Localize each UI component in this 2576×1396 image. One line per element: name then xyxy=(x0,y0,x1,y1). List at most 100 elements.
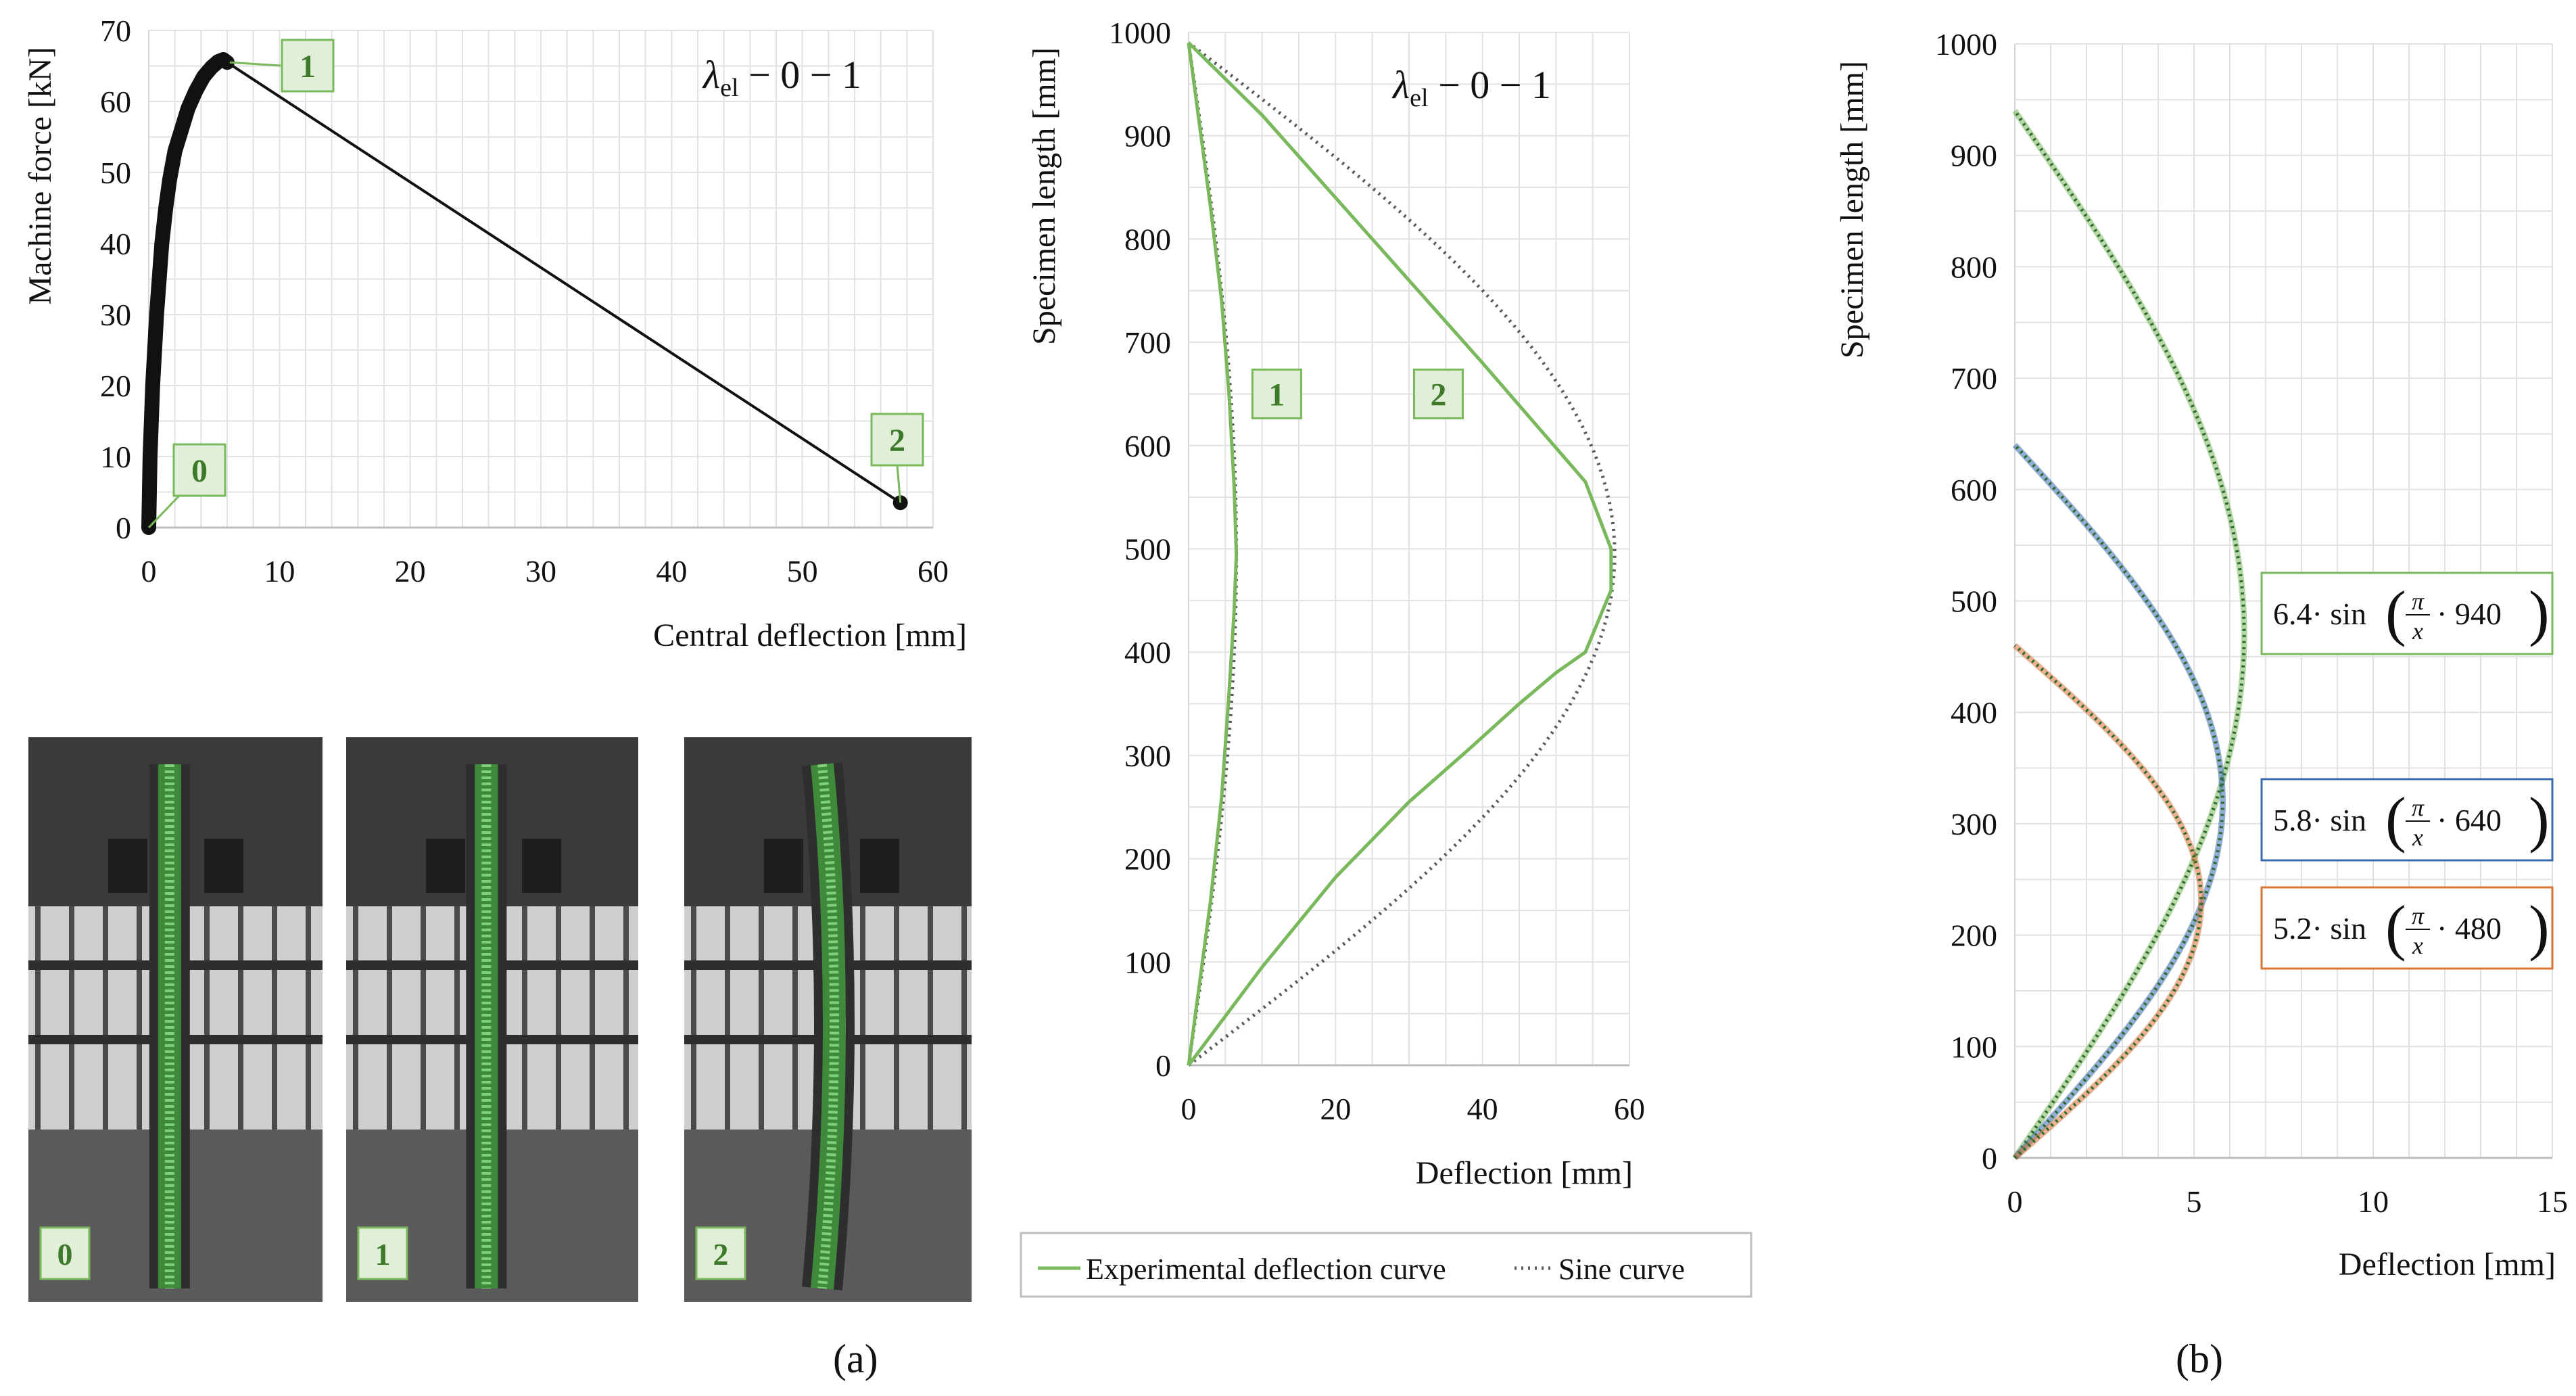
photo-window-bar xyxy=(353,906,358,1130)
formula-paren-close: ) xyxy=(2529,785,2550,854)
y-tick-label: 400 xyxy=(1124,635,1171,670)
fit-curve-2 xyxy=(2012,442,2226,1161)
y-tick-label: 500 xyxy=(1951,584,1997,619)
y-tick-label: 1000 xyxy=(1935,27,1997,62)
sine-curve-2 xyxy=(1187,41,1617,1067)
photo-window-bar xyxy=(623,906,629,1130)
experimental-curve-1 xyxy=(1187,42,1239,1066)
photo-window-bar xyxy=(792,906,798,1130)
photo-label: 2 xyxy=(713,1237,729,1272)
fit-curve-dots-2 xyxy=(2013,444,2224,1159)
photo-specimen-speckle xyxy=(817,764,839,1289)
x-tick-label: 20 xyxy=(1320,1092,1351,1126)
formula-border xyxy=(2260,778,2554,862)
callout-1-leader xyxy=(229,61,281,67)
formula-border xyxy=(2260,886,2554,970)
panel-label-a: (a) xyxy=(833,1336,878,1382)
formula-paren-open: ( xyxy=(2385,893,2406,962)
callout-label: 1 xyxy=(1268,377,1285,413)
formula-denominator: x xyxy=(2412,932,2423,959)
x-tick-label: 20 xyxy=(395,554,426,588)
formula-prefix: 5.2· sin xyxy=(2273,911,2366,946)
photo-label-box xyxy=(695,1226,746,1280)
photo-window-bar xyxy=(590,906,595,1130)
formula-numerator: π xyxy=(2412,588,2425,615)
y-tick-label: 600 xyxy=(1124,429,1171,463)
callout-label: 1 xyxy=(300,49,316,85)
photo-stage-2-image: 2 xyxy=(684,737,972,1302)
formula-border xyxy=(2260,572,2554,655)
panel-label-b: (b) xyxy=(2176,1336,2223,1382)
formula-tail: · 480 xyxy=(2437,911,2502,946)
y-tick-label: 0 xyxy=(1155,1048,1171,1083)
y-tick-label: 40 xyxy=(100,227,131,261)
y-tick-label: 600 xyxy=(1951,473,1997,507)
x-axis-label: Central deflection [mm] xyxy=(653,618,967,653)
callout-box xyxy=(1412,368,1464,419)
photo-stage-1: 1 xyxy=(346,737,638,1302)
y-tick-label: 0 xyxy=(116,511,131,545)
y-tick-label: 800 xyxy=(1124,222,1171,256)
y-tick-label: 700 xyxy=(1951,361,1997,396)
legend-box xyxy=(1020,1232,1752,1298)
callout-label: 0 xyxy=(191,453,208,489)
formula-tail: · 940 xyxy=(2437,597,2502,631)
y-tick-label: 100 xyxy=(1951,1029,1997,1064)
photo-label: 1 xyxy=(375,1237,391,1272)
y-tick-label: 700 xyxy=(1124,325,1171,360)
y-tick-label: 100 xyxy=(1124,945,1171,979)
y-tick-label: 1000 xyxy=(1109,16,1171,50)
y-tick-label: 10 xyxy=(100,440,131,474)
photo-window-bar xyxy=(306,906,311,1130)
photo-window-bar xyxy=(961,906,967,1130)
legend-experimental-label: Experimental deflection curve xyxy=(1086,1253,1446,1286)
photo-label-box xyxy=(39,1226,91,1280)
y-tick-label: 30 xyxy=(100,298,131,332)
photo-window-bar xyxy=(759,906,764,1130)
photo-label: 0 xyxy=(57,1237,73,1272)
y-tick-label: 900 xyxy=(1951,139,1997,173)
y-tick-label: 60 xyxy=(100,85,131,119)
formula-denominator: x xyxy=(2412,824,2423,851)
x-tick-label: 60 xyxy=(1614,1092,1645,1126)
x-tick-label: 0 xyxy=(2007,1184,2023,1219)
x-axis-label: Deflection [mm] xyxy=(2339,1247,2556,1282)
experimental-curve-2 xyxy=(1187,41,1613,1067)
x-tick-label: 0 xyxy=(141,554,157,588)
callout-0-leader xyxy=(147,494,181,529)
photo-window-bar xyxy=(725,906,730,1130)
photo-window-bar xyxy=(691,906,696,1130)
photo-window-bar xyxy=(421,906,426,1130)
x-tick-label: 10 xyxy=(2358,1184,2389,1219)
y-tick-label: 200 xyxy=(1124,842,1171,877)
fit-curve-dots-1 xyxy=(2013,110,2246,1159)
photo-camera xyxy=(108,839,147,893)
x-axis-label: Deflection [mm] xyxy=(1416,1155,1633,1191)
photo-window-bar xyxy=(387,906,392,1130)
panel-label-b-text: (b) xyxy=(2176,1336,2223,1381)
y-tick-label: 400 xyxy=(1951,695,1997,730)
photo-scene: 1 xyxy=(346,737,638,1302)
photo-scene: 0 xyxy=(28,737,323,1302)
fit-curve-3 xyxy=(2013,643,2205,1161)
formula-numerator: π xyxy=(2412,902,2425,929)
photo-window-bar xyxy=(272,906,277,1130)
callout-box xyxy=(281,39,335,93)
callout-2-leader xyxy=(896,465,902,503)
photo-window-bar xyxy=(103,906,108,1130)
y-axis-label: Specimen length [mm] xyxy=(1026,47,1062,345)
y-tick-label: 200 xyxy=(1951,918,1997,953)
photo-label-box xyxy=(357,1226,408,1280)
callout-box xyxy=(870,413,924,467)
x-tick-label: 15 xyxy=(2537,1184,2568,1219)
photo-window-bar xyxy=(860,906,865,1130)
fit-curve-1 xyxy=(2012,109,2247,1160)
photo-camera xyxy=(522,839,561,893)
y-tick-label: 20 xyxy=(100,369,131,403)
photo-camera xyxy=(426,839,465,893)
x-tick-label: 30 xyxy=(525,554,556,588)
photo-window-bar xyxy=(69,906,74,1130)
photo-stage-2: 2 xyxy=(684,737,972,1302)
chart-annotation: λel − 0 − 1 xyxy=(1391,63,1551,112)
